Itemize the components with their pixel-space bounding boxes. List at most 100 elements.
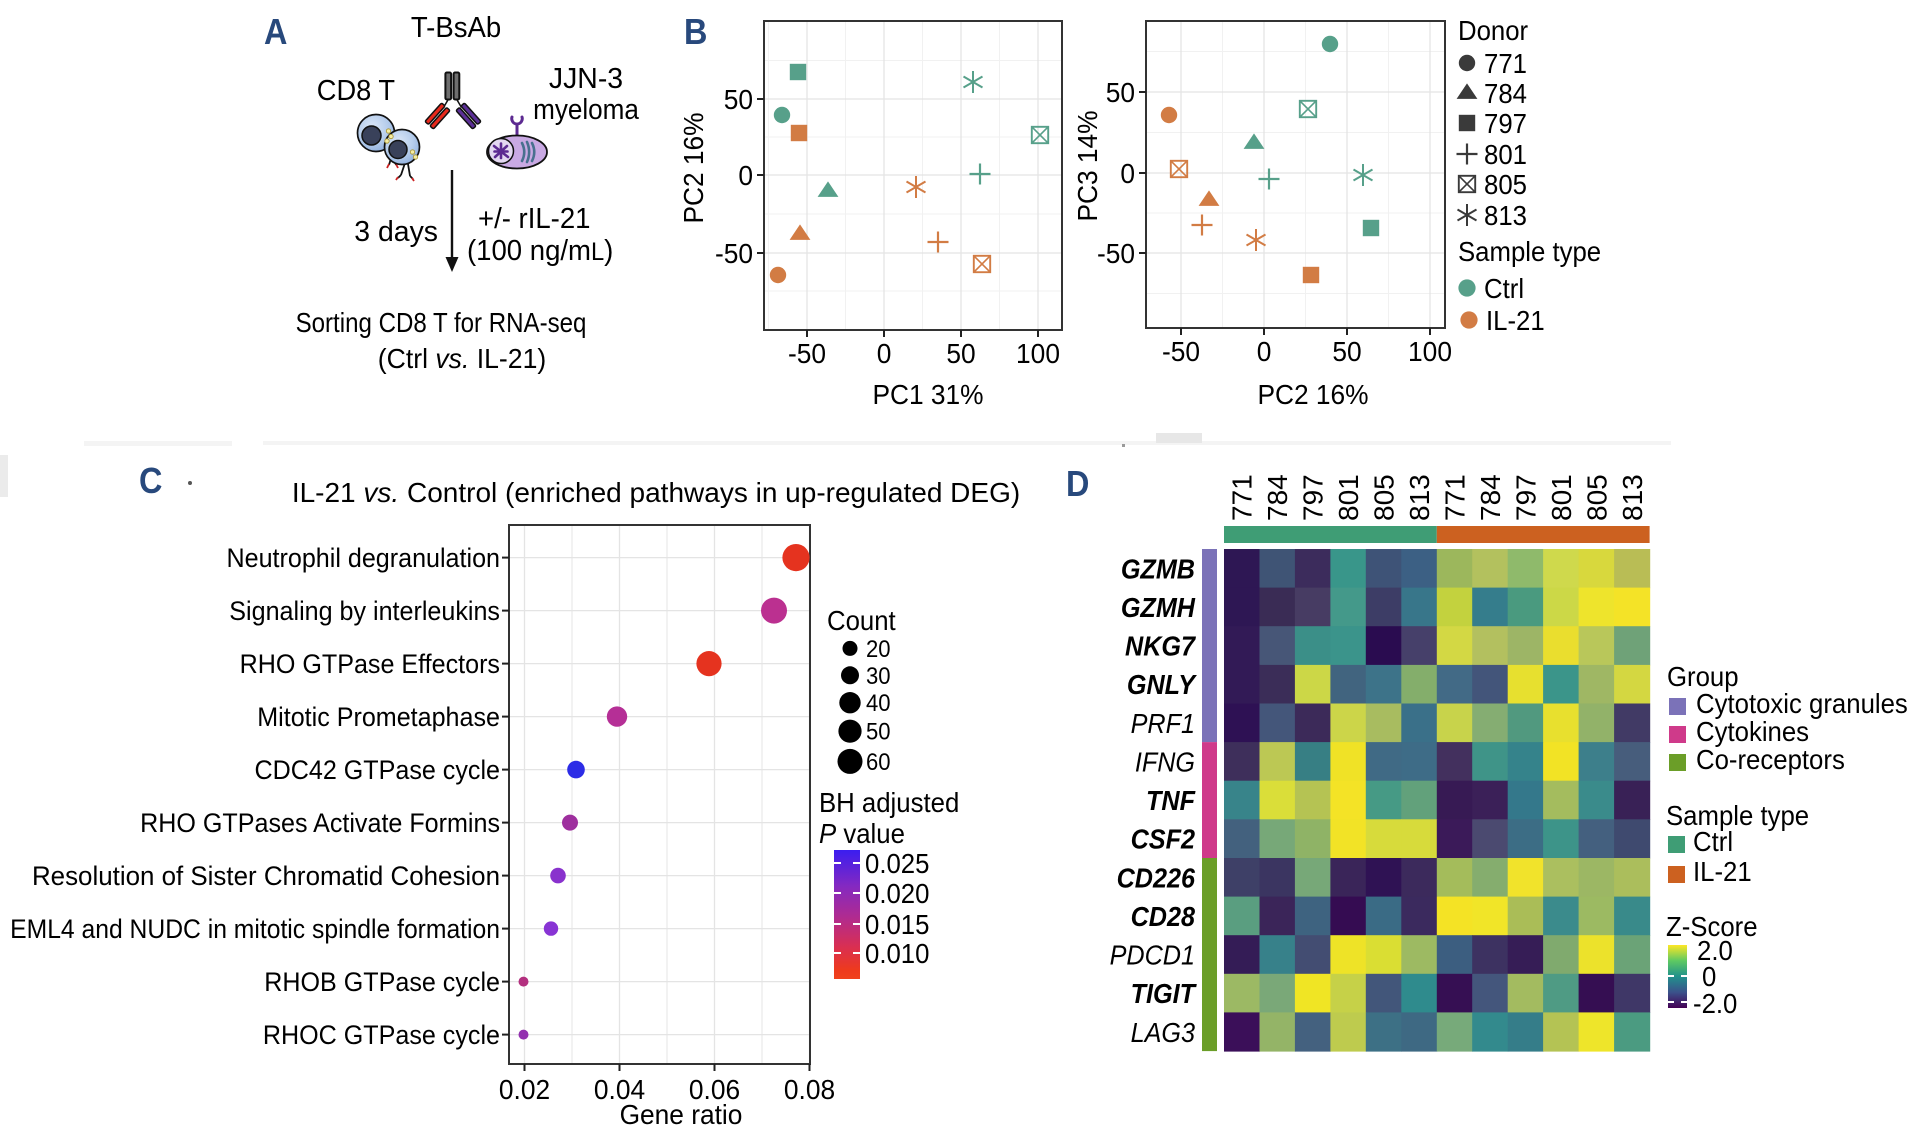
svg-text:0.04: 0.04: [594, 1073, 645, 1105]
svg-text:PRF1: PRF1: [1131, 708, 1195, 740]
svg-text:GNLY: GNLY: [1127, 669, 1197, 701]
svg-text:-50: -50: [788, 337, 826, 369]
svg-text:Signaling by interleukins: Signaling by interleukins: [229, 595, 500, 626]
svg-text:100: 100: [1408, 335, 1452, 367]
svg-text:-2.0: -2.0: [1693, 988, 1737, 1019]
svg-text:-50: -50: [1162, 335, 1200, 367]
svg-text:60: 60: [866, 748, 891, 775]
svg-text:RHOC GTPase cycle: RHOC GTPase cycle: [263, 1019, 500, 1050]
svg-text:GZMH: GZMH: [1121, 592, 1196, 624]
svg-text:CDC42 GTPase cycle: CDC42 GTPase cycle: [254, 754, 500, 785]
svg-text:Ctrl: Ctrl: [1693, 826, 1733, 857]
svg-text:TNF: TNF: [1146, 785, 1196, 817]
svg-text:CD8 T: CD8 T: [317, 74, 395, 106]
svg-text:805: 805: [1484, 169, 1527, 200]
svg-text:Neutrophil degranulation: Neutrophil degranulation: [226, 542, 500, 573]
svg-text:Resolution of Sister Chromatid: Resolution of Sister Chromatid Cohesion: [32, 861, 500, 892]
svg-text:2.0: 2.0: [1697, 935, 1733, 966]
svg-text:Co-receptors: Co-receptors: [1696, 744, 1845, 775]
svg-text:Cytotoxic granules: Cytotoxic granules: [1696, 688, 1908, 719]
svg-text:50: 50: [946, 337, 975, 369]
svg-text:0: 0: [877, 337, 892, 369]
svg-text:Cytokines: Cytokines: [1696, 716, 1809, 747]
svg-text:801: 801: [1546, 474, 1577, 521]
svg-text:B: B: [684, 12, 707, 52]
svg-text:A: A: [264, 12, 287, 52]
svg-text:Gene ratio: Gene ratio: [620, 1098, 743, 1130]
svg-text:LAG3: LAG3: [1131, 1017, 1196, 1049]
svg-text:GZMB: GZMB: [1121, 553, 1195, 585]
svg-text:IFNG: IFNG: [1135, 746, 1195, 778]
svg-text:100: 100: [1016, 337, 1060, 369]
svg-text:797: 797: [1510, 474, 1541, 521]
svg-text:50: 50: [866, 718, 891, 745]
svg-text:PC2 16%: PC2 16%: [677, 112, 709, 223]
svg-text:Sample type: Sample type: [1666, 800, 1809, 831]
svg-text:PC2 16%: PC2 16%: [1257, 378, 1368, 410]
svg-text:NKG7: NKG7: [1125, 630, 1196, 662]
svg-text:0.015: 0.015: [865, 909, 929, 940]
svg-text:0: 0: [1702, 961, 1716, 992]
svg-text:Count: Count: [827, 605, 896, 636]
svg-text:Donor: Donor: [1458, 15, 1528, 46]
svg-text:0: 0: [738, 159, 753, 191]
svg-text:50: 50: [1106, 76, 1135, 108]
svg-text:+/- rIL-21: +/- rIL-21: [478, 201, 590, 234]
svg-text:3 days: 3 days: [354, 216, 438, 248]
svg-text:JJN-3: JJN-3: [549, 63, 623, 95]
svg-text:IL-21 vs. Control (enriched pa: IL-21 vs. Control (enriched pathways in …: [292, 477, 1020, 508]
svg-text:(Ctrl vs. IL-21): (Ctrl vs. IL-21): [378, 342, 546, 374]
svg-text:784: 784: [1262, 474, 1293, 521]
svg-text:805: 805: [1581, 474, 1612, 521]
svg-text:20: 20: [866, 635, 891, 662]
svg-text:0.08: 0.08: [784, 1073, 835, 1105]
svg-text:0: 0: [1257, 335, 1272, 367]
svg-text:Sorting CD8 T for RNA-seq: Sorting CD8 T for RNA-seq: [296, 306, 587, 338]
svg-text:0.010: 0.010: [865, 938, 929, 969]
svg-text:784: 784: [1484, 78, 1527, 109]
svg-text:PC3 14%: PC3 14%: [1071, 110, 1103, 221]
svg-text:813: 813: [1404, 474, 1435, 521]
svg-text:805: 805: [1369, 474, 1400, 521]
svg-text:CD226: CD226: [1117, 862, 1196, 894]
svg-text:P value: P value: [819, 818, 905, 849]
svg-text:813: 813: [1617, 474, 1648, 521]
svg-text:Mitotic Prometaphase: Mitotic Prometaphase: [257, 701, 500, 732]
svg-text:myeloma: myeloma: [533, 93, 639, 126]
svg-text:BH adjusted: BH adjusted: [819, 787, 959, 818]
svg-text:CSF2: CSF2: [1131, 823, 1196, 855]
svg-text:771: 771: [1227, 474, 1258, 521]
svg-text:813: 813: [1484, 200, 1527, 231]
svg-text:801: 801: [1333, 474, 1364, 521]
svg-text:Sample type: Sample type: [1458, 236, 1601, 267]
svg-text:Z-Score: Z-Score: [1666, 911, 1758, 942]
svg-text:30: 30: [866, 662, 891, 689]
svg-text:PC1 31%: PC1 31%: [872, 378, 983, 410]
svg-text:-50: -50: [1097, 237, 1135, 269]
svg-text:RHO GTPase Effectors: RHO GTPase Effectors: [240, 648, 500, 679]
svg-text:0.025: 0.025: [865, 848, 929, 879]
svg-text:IL-21: IL-21: [1693, 856, 1752, 887]
svg-text:C: C: [139, 461, 162, 501]
svg-text:CD28: CD28: [1131, 901, 1196, 933]
svg-text:50: 50: [1332, 335, 1361, 367]
svg-text:Group: Group: [1667, 661, 1739, 692]
svg-text:0.06: 0.06: [689, 1073, 740, 1105]
svg-text:797: 797: [1298, 474, 1329, 521]
svg-text:0.020: 0.020: [865, 878, 929, 909]
svg-text:PDCD1: PDCD1: [1110, 939, 1195, 971]
svg-text:RHOB GTPase cycle: RHOB GTPase cycle: [264, 966, 500, 997]
svg-text:784: 784: [1475, 474, 1506, 521]
svg-text:T-BsAb: T-BsAb: [411, 10, 501, 43]
svg-text:50: 50: [724, 83, 753, 115]
svg-text:40: 40: [866, 689, 891, 716]
svg-text:-50: -50: [715, 237, 753, 269]
svg-text:0: 0: [1120, 157, 1135, 189]
svg-text:771: 771: [1439, 474, 1470, 521]
svg-text:EML4 and NUDC in mitotic spind: EML4 and NUDC in mitotic spindle formati…: [10, 915, 500, 944]
svg-text:771: 771: [1484, 48, 1527, 79]
svg-text:TIGIT: TIGIT: [1131, 978, 1198, 1010]
svg-text:IL-21: IL-21: [1486, 305, 1545, 336]
svg-text:801: 801: [1484, 139, 1527, 170]
svg-text:D: D: [1066, 464, 1089, 504]
